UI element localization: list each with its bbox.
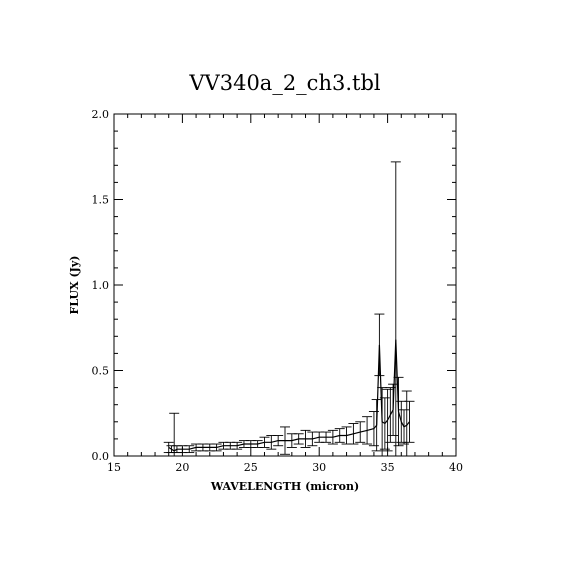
x-tick-label: 30 bbox=[312, 461, 326, 474]
tick-labels: 15 20 25 30 35 40 0.0 0.5 1.0 1.5 2.0 bbox=[92, 108, 464, 474]
y-tick-label: 1.0 bbox=[92, 279, 110, 292]
x-tick-label: 40 bbox=[449, 461, 463, 474]
x-axis-label: WAVELENGTH (micron) bbox=[210, 480, 359, 493]
plot-frame bbox=[113, 113, 457, 457]
x-tick-label: 15 bbox=[107, 461, 121, 474]
x-tick-label: 20 bbox=[175, 461, 189, 474]
y-tick-label: 0.0 bbox=[92, 450, 110, 463]
y-tick-label: 1.5 bbox=[92, 194, 110, 207]
spectrum-line bbox=[168, 339, 410, 452]
axis-ticks bbox=[113, 113, 457, 457]
y-axis-label: FLUX (Jy) bbox=[68, 256, 81, 315]
x-tick-label: 35 bbox=[381, 461, 395, 474]
chart-title: VV340a_2_ch3.tbl bbox=[188, 71, 380, 95]
y-tick-label: 0.5 bbox=[92, 365, 110, 378]
x-tick-label: 25 bbox=[244, 461, 258, 474]
y-tick-label: 2.0 bbox=[92, 108, 110, 121]
